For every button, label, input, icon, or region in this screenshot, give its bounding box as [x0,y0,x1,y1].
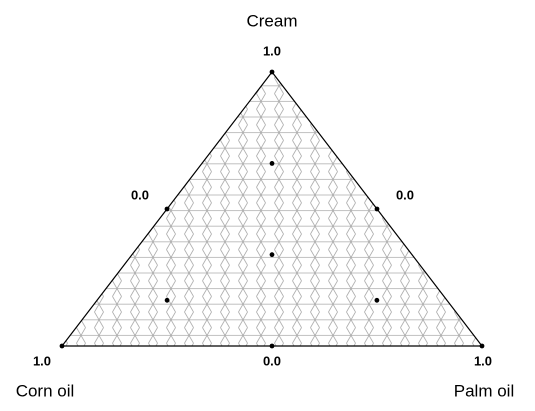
component-label: Palm oil [454,381,514,400]
design-point [269,161,275,166]
edge-label: 0.0 [263,353,281,368]
edge-label: 0.0 [396,187,414,202]
design-point [374,297,380,303]
design-point [374,206,380,212]
edge-label: 0.0 [131,187,149,202]
design-point [164,206,170,212]
design-point [479,343,485,349]
vertex-label: 1.0 [33,353,51,368]
vertex-label: 1.0 [474,353,492,368]
design-point [164,297,170,303]
design-point [269,69,275,75]
design-point [269,343,275,349]
component-label: Cream [246,11,297,30]
ternary-triangle [60,71,484,347]
vertex-label: 1.0 [263,43,281,58]
design-point [59,343,65,349]
design-point [269,252,275,258]
component-label: Corn oil [16,381,75,400]
